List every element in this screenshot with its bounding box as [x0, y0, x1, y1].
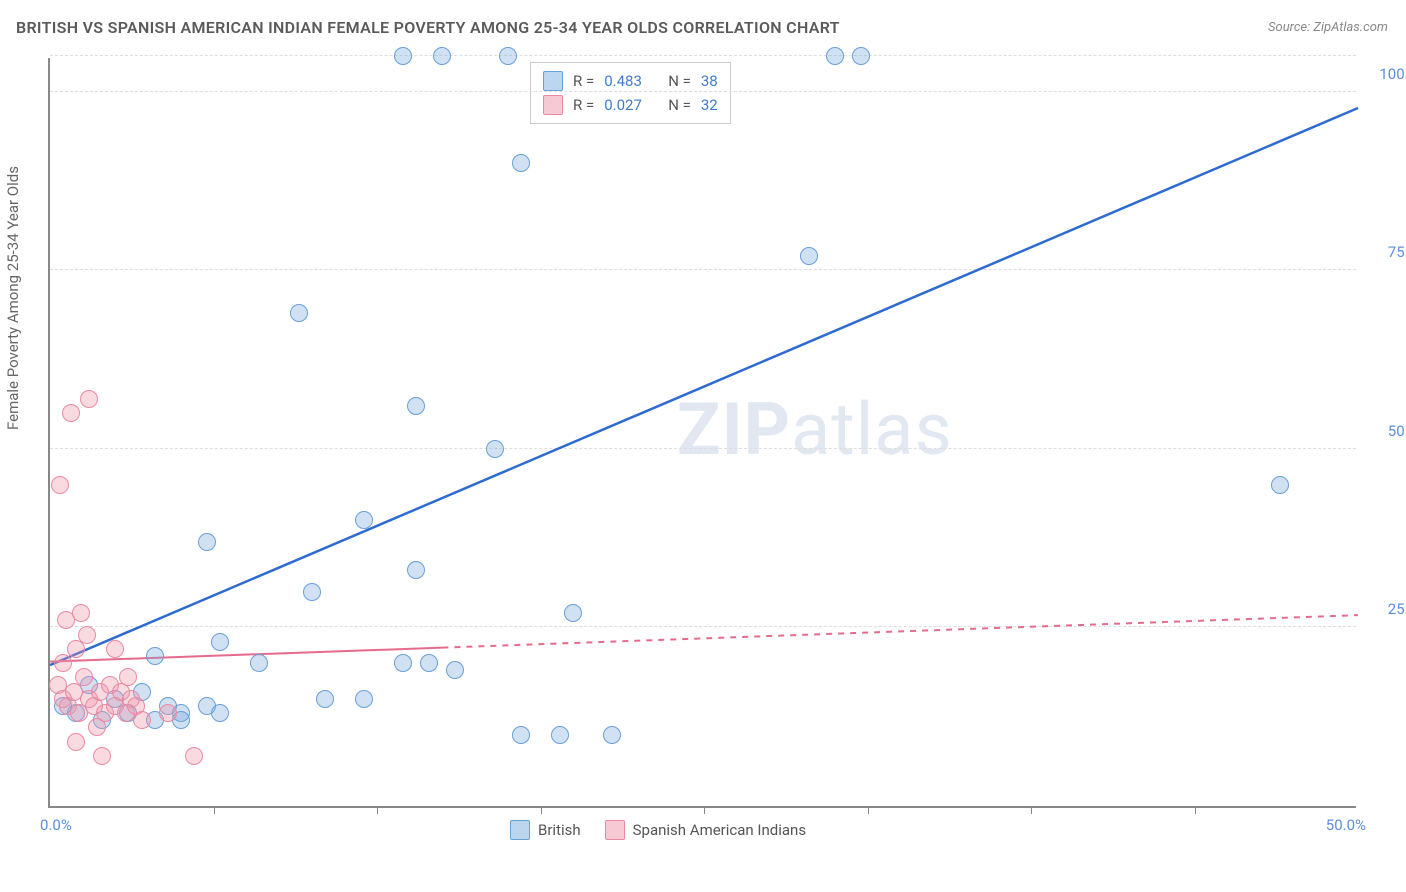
scatter-point	[51, 476, 69, 494]
scatter-point	[185, 747, 203, 765]
scatter-point	[159, 704, 177, 722]
legend-r-label: R =	[573, 72, 594, 90]
legend-row: R = 0.483 N = 38	[543, 69, 718, 93]
scatter-point	[80, 390, 98, 408]
scatter-point	[93, 747, 111, 765]
scatter-point	[119, 668, 137, 686]
legend-swatch	[510, 820, 530, 840]
scatter-point	[407, 397, 425, 415]
legend-swatch	[605, 820, 625, 840]
x-tick	[1031, 806, 1032, 814]
scatter-point	[72, 604, 90, 622]
y-axis-label: Female Poverty Among 25-34 Year Olds	[4, 166, 22, 430]
legend-r-value: 0.027	[604, 96, 658, 114]
scatter-point	[512, 726, 530, 744]
y-tick-label: 100.0%	[1379, 65, 1406, 83]
scatter-point	[446, 661, 464, 679]
chart-title: BRITISH VS SPANISH AMERICAN INDIAN FEMAL…	[16, 18, 840, 37]
gridline	[50, 91, 1356, 92]
correlation-legend: R = 0.483 N = 38 R = 0.027 N = 32	[530, 62, 731, 124]
watermark-bold: ZIP	[677, 387, 791, 472]
series-legend-label: Spanish American Indians	[633, 821, 806, 839]
scatter-point	[211, 633, 229, 651]
series-legend-item: British	[510, 820, 581, 840]
x-tick	[704, 806, 705, 814]
scatter-point	[551, 726, 569, 744]
scatter-point	[62, 404, 80, 422]
scatter-point	[564, 604, 582, 622]
series-legend-item: Spanish American Indians	[605, 820, 806, 840]
scatter-point	[316, 690, 334, 708]
scatter-point	[67, 733, 85, 751]
legend-row: R = 0.027 N = 32	[543, 93, 718, 117]
x-tick	[214, 806, 215, 814]
scatter-point	[146, 647, 164, 665]
scatter-point	[211, 704, 229, 722]
scatter-point	[198, 533, 216, 551]
gridline	[50, 626, 1356, 627]
legend-n-label: N =	[668, 96, 691, 114]
scatter-point	[88, 718, 106, 736]
x-tick	[541, 806, 542, 814]
y-tick-label: 50.0%	[1388, 422, 1406, 440]
scatter-point	[394, 47, 412, 65]
legend-n-label: N =	[668, 72, 691, 90]
y-tick-label: 75.0%	[1388, 243, 1406, 261]
x-tick-label-max: 50.0%	[1326, 816, 1366, 834]
legend-n-value: 32	[701, 96, 718, 114]
trend-lines	[50, 58, 1358, 808]
scatter-point	[133, 711, 151, 729]
scatter-point	[355, 511, 373, 529]
legend-swatch	[543, 95, 563, 115]
scatter-point	[486, 440, 504, 458]
scatter-point	[106, 640, 124, 658]
source-attribution: Source: ZipAtlas.com	[1268, 20, 1388, 35]
scatter-point	[54, 654, 72, 672]
scatter-point	[290, 304, 308, 322]
gridline	[50, 269, 1356, 270]
scatter-point	[394, 654, 412, 672]
gridline	[50, 448, 1356, 449]
x-tick	[377, 806, 378, 814]
series-legend: British Spanish American Indians	[510, 820, 806, 840]
legend-n-value: 38	[701, 72, 718, 90]
scatter-point	[407, 561, 425, 579]
scatter-point	[433, 47, 451, 65]
series-legend-label: British	[538, 821, 581, 839]
legend-r-label: R =	[573, 96, 594, 114]
legend-r-value: 0.483	[604, 72, 658, 90]
scatter-point	[499, 47, 517, 65]
scatter-point	[852, 47, 870, 65]
scatter-point	[75, 668, 93, 686]
scatter-point	[1271, 476, 1289, 494]
scatter-point	[512, 154, 530, 172]
watermark-light: atlas	[791, 387, 953, 472]
scatter-point	[826, 47, 844, 65]
scatter-point	[603, 726, 621, 744]
legend-swatch	[543, 71, 563, 91]
x-tick-label-min: 0.0%	[40, 816, 72, 834]
watermark: ZIPatlas	[677, 387, 953, 472]
scatter-point	[78, 626, 96, 644]
x-tick	[868, 806, 869, 814]
scatter-point	[250, 654, 268, 672]
scatter-point	[355, 690, 373, 708]
gridline	[50, 55, 1356, 56]
x-tick	[1195, 806, 1196, 814]
scatter-point	[303, 583, 321, 601]
scatter-point	[420, 654, 438, 672]
plot-area: ZIPatlas R =0.483N =38R =0.027N =32 Brit…	[48, 58, 1356, 808]
y-tick-label: 25.0%	[1388, 600, 1406, 618]
scatter-point	[800, 247, 818, 265]
